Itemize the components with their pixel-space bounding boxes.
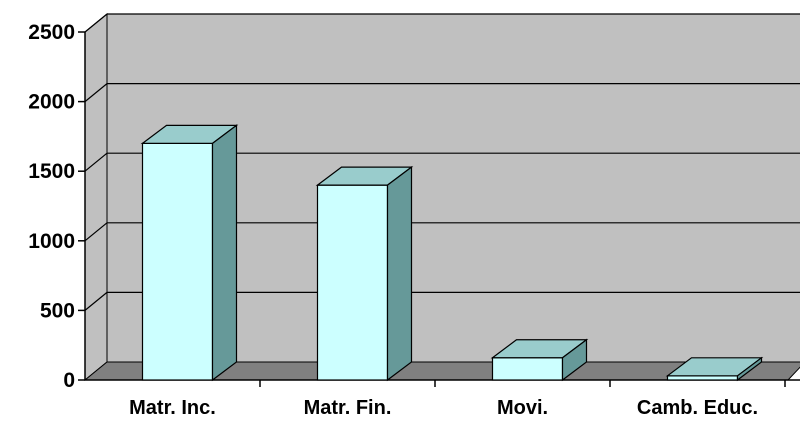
y-tick-label-500: 500: [40, 299, 75, 322]
y-tick-labels: 0 500 1000 1500 2000 2500: [28, 21, 75, 392]
gridline-depth-2000: [84, 83, 108, 103]
gridline-depth-2500: [84, 13, 108, 33]
bar-3: [490, 338, 589, 382]
x-tick-label-4: Camb. Educ.: [637, 397, 758, 419]
bar-4: [665, 356, 764, 382]
y-tick-label-0: 0: [63, 369, 75, 392]
gridline-depth-500: [84, 291, 108, 311]
bar-side-4: [736, 356, 763, 382]
y-tick-label-2500: 2500: [28, 21, 75, 44]
x-tick-label-1: Matr. Inc.: [129, 397, 216, 419]
bar-side-3: [561, 338, 588, 382]
gridline-depth-1000: [84, 222, 108, 242]
gridline-depth-1500: [84, 152, 108, 172]
bar-2: [315, 165, 414, 382]
bar-1: [140, 124, 239, 382]
x-tick-label-3: Movi.: [497, 397, 548, 419]
bar-front-4: [666, 375, 739, 381]
bar-side-2: [386, 165, 413, 382]
bar-front-3: [491, 357, 564, 381]
bar-front-2: [316, 184, 389, 381]
bar-front-1: [141, 142, 214, 381]
y-tick-label-2000: 2000: [28, 91, 75, 114]
x-tick-label-2: Matr. Fin.: [304, 397, 392, 419]
y-tick-label-1500: 1500: [28, 160, 75, 183]
bar-side-1: [211, 124, 238, 382]
x-tick-labels: Matr. Inc. Matr. Fin. Movi. Camb. Educ.: [129, 397, 758, 419]
y-tick-label-1000: 1000: [28, 230, 75, 253]
side-wall: [84, 12, 108, 382]
bars: [140, 124, 764, 382]
